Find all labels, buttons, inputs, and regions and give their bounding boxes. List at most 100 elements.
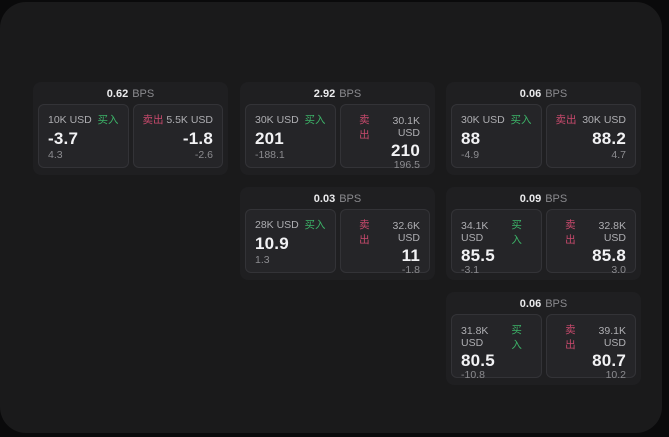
buy-panel[interactable]: 30K USD 买入 201 -188.1 xyxy=(245,104,336,168)
sell-delta-value: 196.5 xyxy=(393,159,420,171)
bps-suffix-label: BPS xyxy=(545,192,568,205)
buy-side-label: 买入 xyxy=(304,219,326,231)
sell-panel[interactable]: 卖出 32.6K USD 11 -1.8 xyxy=(339,209,430,276)
buy-side-label: 买入 xyxy=(510,114,532,126)
sell-delta-value: -2.6 xyxy=(194,149,213,161)
sell-panel[interactable]: 卖出 30K USD 88.2 4.7 xyxy=(545,104,636,168)
buy-price-value: 80.5 xyxy=(461,351,495,370)
buy-price-value: 10.9 xyxy=(255,233,289,253)
buy-panel[interactable]: 10K USD 买入 -3.7 4.3 xyxy=(38,104,129,168)
sell-price-value: 88.2 xyxy=(592,128,626,148)
buy-size-label: 31.8K USD xyxy=(461,325,489,349)
bps-value: 2.92 xyxy=(313,87,336,100)
buy-panel[interactable]: 28K USD 买入 10.9 1.3 xyxy=(245,209,336,273)
bps-value: 0.06 xyxy=(519,87,542,100)
sell-side-label: 卖出 xyxy=(142,114,164,126)
sell-delta-value: 3.0 xyxy=(611,264,626,276)
card-body: 10K USD 买入 -3.7 4.3 卖出 5.5K USD -1.8 -2.… xyxy=(33,102,228,173)
buy-side-label: 买入 xyxy=(304,114,326,126)
bps-suffix-label: BPS xyxy=(545,297,568,310)
sell-size-label: 39.1K USD xyxy=(598,325,626,349)
card-header: 0.06 BPS xyxy=(446,82,641,102)
sell-size-label: 32.8K USD xyxy=(598,220,626,244)
buy-panel[interactable]: 34.1K USD 买入 85.5 -3.1 xyxy=(451,209,542,276)
buy-delta-value: -188.1 xyxy=(255,149,285,161)
buy-delta-value: 4.3 xyxy=(48,149,63,161)
bps-value: 0.09 xyxy=(519,192,542,205)
sell-top-row: 卖出 32.8K USD xyxy=(556,217,626,247)
card-header: 0.62 BPS xyxy=(33,82,228,102)
buy-price-value: -3.7 xyxy=(48,128,79,148)
sell-price-value: 210 xyxy=(391,141,420,160)
sell-top-row: 卖出 32.6K USD xyxy=(350,217,420,247)
quote-card[interactable]: 0.62 BPS 10K USD 买入 -3.7 4.3 卖出 5.5K USD… xyxy=(33,82,228,175)
bps-suffix-label: BPS xyxy=(545,87,568,100)
sell-side-label: 卖出 xyxy=(555,114,577,126)
sell-size-label: 32.6K USD xyxy=(392,220,420,244)
buy-size-label: 28K USD xyxy=(255,218,299,231)
sell-price-value: 85.8 xyxy=(592,246,626,265)
card-header: 0.06 BPS xyxy=(446,292,641,312)
sell-size-label: 30.1K USD xyxy=(392,115,420,139)
sell-panel[interactable]: 卖出 32.8K USD 85.8 3.0 xyxy=(545,209,636,276)
card-body: 30K USD 买入 201 -188.1 卖出 30.1K USD 210 1… xyxy=(240,102,435,173)
buy-top-row: 30K USD 买入 xyxy=(255,112,326,127)
buy-size-label: 10K USD xyxy=(48,113,92,126)
sell-panel[interactable]: 卖出 5.5K USD -1.8 -2.6 xyxy=(132,104,223,168)
sell-top-row: 卖出 30K USD xyxy=(556,112,627,127)
buy-delta-value: 1.3 xyxy=(255,254,270,266)
buy-size-label: 30K USD xyxy=(255,113,299,126)
sell-price-value: -1.8 xyxy=(182,128,213,148)
buy-top-row: 30K USD 买入 xyxy=(461,112,532,127)
sell-delta-value: 10.2 xyxy=(605,369,626,381)
card-body: 34.1K USD 买入 85.5 -3.1 卖出 32.8K USD 85.8… xyxy=(446,207,641,278)
sell-price-value: 11 xyxy=(401,246,420,265)
sell-panel[interactable]: 卖出 39.1K USD 80.7 10.2 xyxy=(545,314,636,381)
sell-side-label: 卖出 xyxy=(565,324,576,351)
card-header: 0.09 BPS xyxy=(446,187,641,207)
buy-top-row: 34.1K USD 买入 xyxy=(461,217,532,247)
buy-delta-value: -3.1 xyxy=(461,264,480,276)
sell-side-label: 卖出 xyxy=(359,114,370,141)
sell-side-label: 卖出 xyxy=(359,219,370,246)
buy-size-label: 30K USD xyxy=(461,113,505,126)
buy-side-label: 买入 xyxy=(97,114,119,126)
buy-price-value: 85.5 xyxy=(461,246,495,265)
card-header: 0.03 BPS xyxy=(240,187,435,207)
sell-top-row: 卖出 39.1K USD xyxy=(556,322,626,352)
buy-top-row: 31.8K USD 买入 xyxy=(461,322,532,352)
buy-delta-value: -10.8 xyxy=(461,369,485,381)
bps-value: 0.03 xyxy=(313,192,336,205)
card-body: 28K USD 买入 10.9 1.3 卖出 32.6K USD 11 -1.8 xyxy=(240,207,435,278)
bps-value: 0.62 xyxy=(106,87,129,100)
sell-top-row: 卖出 30.1K USD xyxy=(350,112,420,142)
sell-panel[interactable]: 卖出 30.1K USD 210 196.5 xyxy=(339,104,430,171)
sell-size-label: 30K USD xyxy=(582,113,626,126)
bps-value: 0.06 xyxy=(519,297,542,310)
sell-price-value: 80.7 xyxy=(592,351,626,370)
buy-price-value: 201 xyxy=(255,128,284,148)
bps-suffix-label: BPS xyxy=(339,192,362,205)
buy-price-value: 88 xyxy=(461,128,481,148)
buy-panel[interactable]: 31.8K USD 买入 80.5 -10.8 xyxy=(451,314,542,381)
app-window: 0.62 BPS 10K USD 买入 -3.7 4.3 卖出 5.5K USD… xyxy=(0,2,662,433)
sell-size-label: 5.5K USD xyxy=(166,113,213,126)
sell-side-label: 卖出 xyxy=(565,219,576,246)
buy-top-row: 28K USD 买入 xyxy=(255,217,326,232)
quote-card[interactable]: 0.03 BPS 28K USD 买入 10.9 1.3 卖出 32.6K US… xyxy=(240,187,435,280)
sell-delta-value: 4.7 xyxy=(611,149,626,161)
quote-card[interactable]: 2.92 BPS 30K USD 买入 201 -188.1 卖出 30.1K … xyxy=(240,82,435,175)
quote-card[interactable]: 0.06 BPS 30K USD 买入 88 -4.9 卖出 30K USD 8… xyxy=(446,82,641,175)
quote-card[interactable]: 0.09 BPS 34.1K USD 买入 85.5 -3.1 卖出 32.8K… xyxy=(446,187,641,280)
buy-size-label: 34.1K USD xyxy=(461,220,489,244)
sell-top-row: 卖出 5.5K USD xyxy=(143,112,214,127)
buy-panel[interactable]: 30K USD 买入 88 -4.9 xyxy=(451,104,542,168)
card-header: 2.92 BPS xyxy=(240,82,435,102)
card-body: 30K USD 买入 88 -4.9 卖出 30K USD 88.2 4.7 xyxy=(446,102,641,173)
buy-delta-value: -4.9 xyxy=(461,149,480,161)
sell-delta-value: -1.8 xyxy=(401,264,420,276)
quote-card[interactable]: 0.06 BPS 31.8K USD 买入 80.5 -10.8 卖出 39.1… xyxy=(446,292,641,385)
buy-side-label: 买入 xyxy=(511,324,522,351)
bps-suffix-label: BPS xyxy=(339,87,362,100)
card-body: 31.8K USD 买入 80.5 -10.8 卖出 39.1K USD 80.… xyxy=(446,312,641,383)
